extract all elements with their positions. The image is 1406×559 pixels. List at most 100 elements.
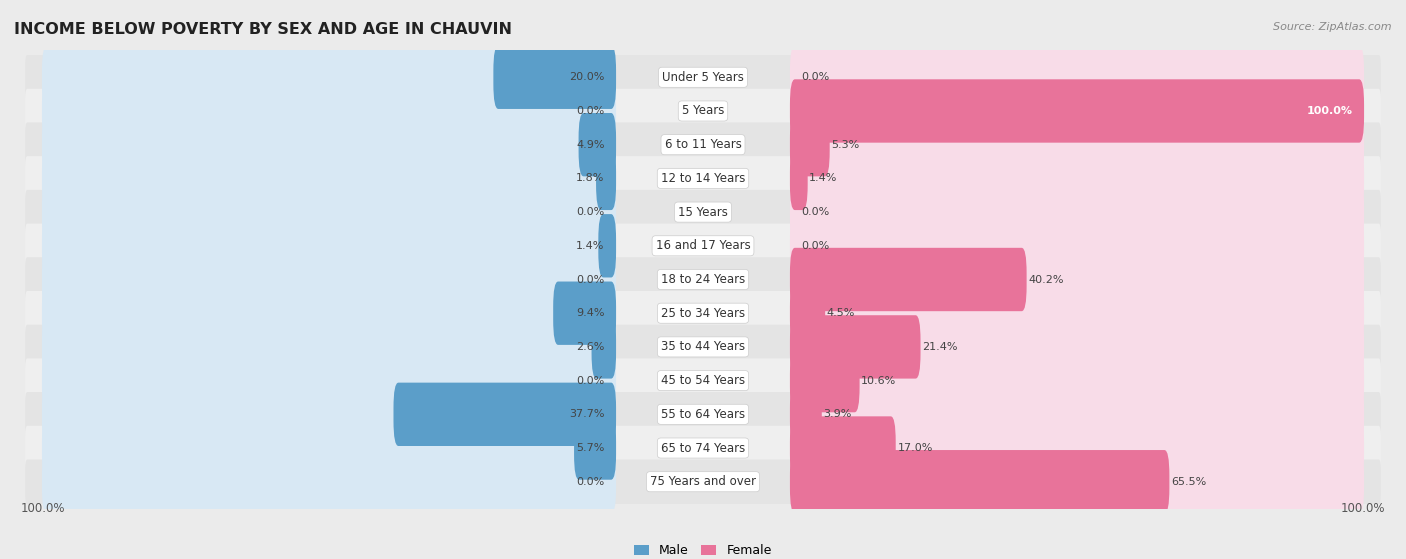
Text: 55 to 64 Years: 55 to 64 Years [661,408,745,421]
FancyBboxPatch shape [790,349,1364,413]
Text: 37.7%: 37.7% [569,409,605,419]
Text: 6 to 11 Years: 6 to 11 Years [665,138,741,151]
FancyBboxPatch shape [25,89,1381,133]
Text: 2.6%: 2.6% [576,342,605,352]
FancyBboxPatch shape [42,46,616,109]
FancyBboxPatch shape [42,315,616,378]
FancyBboxPatch shape [790,113,1364,177]
FancyBboxPatch shape [596,146,616,210]
FancyBboxPatch shape [42,349,616,413]
Text: 65.5%: 65.5% [1171,477,1206,487]
Text: 100.0%: 100.0% [1341,502,1385,515]
Text: 0.0%: 0.0% [576,376,605,386]
Legend: Male, Female: Male, Female [630,539,776,559]
Text: 45 to 54 Years: 45 to 54 Years [661,374,745,387]
Text: 0.0%: 0.0% [576,106,605,116]
FancyBboxPatch shape [25,291,1381,335]
FancyBboxPatch shape [790,46,1364,109]
Text: 25 to 34 Years: 25 to 34 Years [661,307,745,320]
Text: Under 5 Years: Under 5 Years [662,71,744,84]
FancyBboxPatch shape [25,392,1381,437]
FancyBboxPatch shape [790,450,1364,513]
FancyBboxPatch shape [42,181,616,244]
Text: 9.4%: 9.4% [576,308,605,318]
FancyBboxPatch shape [790,146,1364,210]
Text: INCOME BELOW POVERTY BY SEX AND AGE IN CHAUVIN: INCOME BELOW POVERTY BY SEX AND AGE IN C… [14,22,512,37]
Text: 5.7%: 5.7% [576,443,605,453]
FancyBboxPatch shape [25,190,1381,234]
Text: 16 and 17 Years: 16 and 17 Years [655,239,751,252]
FancyBboxPatch shape [790,383,1364,446]
FancyBboxPatch shape [42,282,616,345]
FancyBboxPatch shape [790,349,859,413]
Text: 5 Years: 5 Years [682,105,724,117]
Text: 4.9%: 4.9% [576,140,605,150]
FancyBboxPatch shape [42,248,616,311]
Text: 10.6%: 10.6% [862,376,897,386]
FancyBboxPatch shape [42,79,616,143]
FancyBboxPatch shape [25,358,1381,403]
FancyBboxPatch shape [25,122,1381,167]
Text: 0.0%: 0.0% [576,274,605,285]
FancyBboxPatch shape [790,282,825,345]
Text: 4.5%: 4.5% [827,308,855,318]
FancyBboxPatch shape [790,113,830,177]
FancyBboxPatch shape [25,426,1381,470]
FancyBboxPatch shape [579,113,616,177]
Text: 18 to 24 Years: 18 to 24 Years [661,273,745,286]
FancyBboxPatch shape [592,315,616,378]
FancyBboxPatch shape [790,181,1364,244]
FancyBboxPatch shape [25,55,1381,100]
FancyBboxPatch shape [25,224,1381,268]
FancyBboxPatch shape [599,214,616,277]
Text: 1.4%: 1.4% [810,173,838,183]
Text: 20.0%: 20.0% [569,72,605,82]
FancyBboxPatch shape [790,315,1364,378]
FancyBboxPatch shape [790,214,1364,277]
Text: 5.3%: 5.3% [831,140,859,150]
FancyBboxPatch shape [790,282,1364,345]
Text: 0.0%: 0.0% [576,207,605,217]
FancyBboxPatch shape [42,416,616,480]
FancyBboxPatch shape [790,146,807,210]
FancyBboxPatch shape [790,248,1364,311]
Text: 0.0%: 0.0% [801,72,830,82]
Text: 100.0%: 100.0% [21,502,65,515]
FancyBboxPatch shape [25,257,1381,302]
Text: 65 to 74 Years: 65 to 74 Years [661,442,745,454]
Text: 1.4%: 1.4% [576,241,605,251]
FancyBboxPatch shape [574,416,616,480]
FancyBboxPatch shape [790,416,1364,480]
FancyBboxPatch shape [25,459,1381,504]
Text: Source: ZipAtlas.com: Source: ZipAtlas.com [1274,22,1392,32]
Text: 0.0%: 0.0% [576,477,605,487]
FancyBboxPatch shape [25,156,1381,201]
FancyBboxPatch shape [790,315,921,378]
FancyBboxPatch shape [42,383,616,446]
FancyBboxPatch shape [42,214,616,277]
FancyBboxPatch shape [42,450,616,513]
Text: 100.0%: 100.0% [1306,106,1353,116]
Text: 40.2%: 40.2% [1028,274,1064,285]
Text: 1.8%: 1.8% [576,173,605,183]
FancyBboxPatch shape [790,416,896,480]
FancyBboxPatch shape [553,282,616,345]
FancyBboxPatch shape [790,79,1364,143]
Text: 3.9%: 3.9% [824,409,852,419]
FancyBboxPatch shape [494,46,616,109]
FancyBboxPatch shape [790,248,1026,311]
Text: 0.0%: 0.0% [801,207,830,217]
Text: 75 Years and over: 75 Years and over [650,475,756,488]
FancyBboxPatch shape [790,383,821,446]
Text: 35 to 44 Years: 35 to 44 Years [661,340,745,353]
FancyBboxPatch shape [42,113,616,177]
Text: 17.0%: 17.0% [897,443,932,453]
Text: 12 to 14 Years: 12 to 14 Years [661,172,745,185]
FancyBboxPatch shape [394,383,616,446]
FancyBboxPatch shape [790,450,1170,513]
Text: 0.0%: 0.0% [801,241,830,251]
Text: 21.4%: 21.4% [922,342,957,352]
FancyBboxPatch shape [25,325,1381,369]
FancyBboxPatch shape [42,146,616,210]
Text: 15 Years: 15 Years [678,206,728,219]
